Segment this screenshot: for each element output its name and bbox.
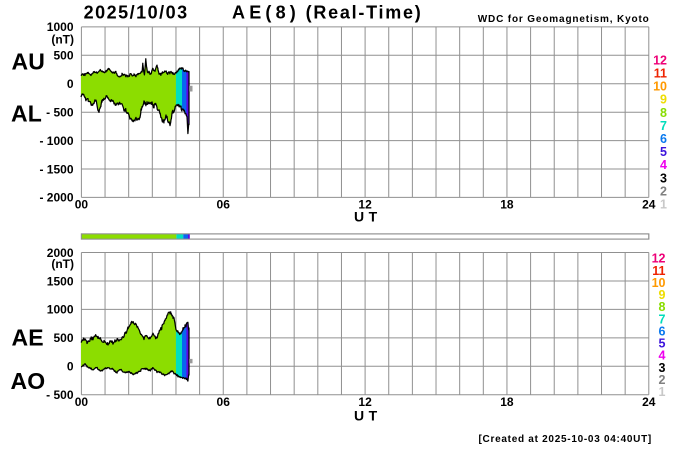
- svg-text:0: 0: [67, 77, 74, 91]
- svg-text:10: 10: [652, 276, 666, 290]
- svg-text:18: 18: [500, 197, 514, 211]
- svg-text:1: 1: [659, 385, 666, 399]
- svg-text:8: 8: [660, 106, 667, 120]
- svg-text:U: U: [354, 408, 364, 424]
- svg-text:10: 10: [653, 80, 667, 94]
- svg-text:24: 24: [642, 395, 656, 409]
- svg-text:7: 7: [659, 312, 666, 326]
- svg-text:11: 11: [654, 67, 667, 81]
- svg-text:7: 7: [660, 119, 667, 133]
- svg-text:06: 06: [217, 197, 231, 211]
- svg-text:12: 12: [358, 197, 372, 211]
- svg-text:(nT): (nT): [51, 257, 74, 271]
- svg-text:1500: 1500: [47, 274, 74, 288]
- svg-text:1000: 1000: [47, 303, 74, 317]
- svg-text:T: T: [369, 209, 378, 225]
- svg-text:6: 6: [660, 132, 667, 146]
- svg-text:WDC for Geomagnetism, Kyoto: WDC for Geomagnetism, Kyoto: [478, 14, 650, 25]
- svg-text:2: 2: [660, 184, 667, 198]
- svg-text:AO: AO: [11, 368, 46, 394]
- svg-text:3: 3: [659, 361, 666, 375]
- svg-text:1: 1: [660, 198, 667, 212]
- svg-text:11: 11: [652, 264, 665, 278]
- svg-text:AE(8): AE(8): [232, 3, 300, 23]
- svg-text:AL: AL: [11, 101, 42, 127]
- svg-text:3: 3: [660, 171, 667, 185]
- svg-text:4: 4: [659, 349, 666, 363]
- svg-text:00: 00: [75, 197, 89, 211]
- svg-text:5: 5: [659, 337, 666, 351]
- svg-text:6: 6: [659, 325, 666, 339]
- svg-text:2000: 2000: [47, 246, 74, 260]
- svg-text:[Created at 2025-10-03 04:40UT: [Created at 2025-10-03 04:40UT]: [478, 434, 652, 445]
- svg-text:(Real-Time): (Real-Time): [306, 3, 423, 23]
- svg-text:- 1500: - 1500: [39, 162, 73, 176]
- svg-text:18: 18: [500, 395, 514, 409]
- svg-text:2025/10/03: 2025/10/03: [84, 3, 189, 23]
- svg-text:0: 0: [67, 360, 74, 374]
- svg-text:9: 9: [659, 288, 666, 302]
- svg-text:- 1000: - 1000: [39, 134, 73, 148]
- svg-text:AE: AE: [12, 324, 44, 350]
- svg-text:1000: 1000: [47, 20, 74, 34]
- svg-text:06: 06: [217, 395, 231, 409]
- svg-text:9: 9: [660, 93, 667, 107]
- svg-text:(nT): (nT): [51, 32, 74, 46]
- svg-text:00: 00: [75, 395, 89, 409]
- svg-text:- 500: - 500: [46, 106, 74, 120]
- svg-text:U: U: [354, 209, 364, 225]
- svg-text:5: 5: [660, 145, 667, 159]
- svg-text:500: 500: [53, 331, 73, 345]
- svg-text:AU: AU: [12, 48, 46, 74]
- svg-text:2: 2: [659, 373, 666, 387]
- svg-text:500: 500: [53, 49, 73, 63]
- svg-text:24: 24: [642, 197, 656, 211]
- svg-text:12: 12: [358, 395, 372, 409]
- svg-text:12: 12: [653, 53, 667, 67]
- svg-text:- 2000: - 2000: [39, 191, 73, 205]
- svg-text:4: 4: [660, 158, 667, 172]
- svg-text:12: 12: [652, 252, 666, 266]
- svg-text:- 500: - 500: [46, 388, 74, 402]
- svg-text:8: 8: [659, 300, 666, 314]
- svg-text:T: T: [369, 408, 378, 424]
